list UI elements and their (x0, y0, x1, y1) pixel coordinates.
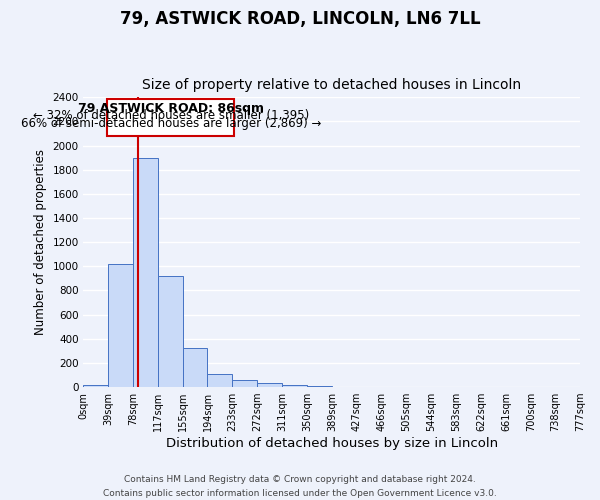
Bar (158, 276, 182, 387)
Title: Size of property relative to detached houses in Lincoln: Size of property relative to detached ho… (142, 78, 521, 92)
Bar (307, 386, 332, 387)
Bar (133, 158, 158, 387)
Text: ← 32% of detached houses are smaller (1,395): ← 32% of detached houses are smaller (1,… (32, 110, 309, 122)
Bar (232, 380, 257, 387)
Text: 66% of semi-detached houses are larger (2,869) →: 66% of semi-detached houses are larger (… (20, 118, 321, 130)
Bar (83, 384, 109, 387)
Text: Contains HM Land Registry data © Crown copyright and database right 2024.
Contai: Contains HM Land Registry data © Crown c… (103, 476, 497, 498)
Bar (182, 348, 208, 387)
Bar (208, 374, 232, 387)
X-axis label: Distribution of detached houses by size in Lincoln: Distribution of detached houses by size … (166, 437, 498, 450)
FancyBboxPatch shape (107, 98, 235, 136)
Y-axis label: Number of detached properties: Number of detached properties (34, 149, 47, 335)
Text: 79 ASTWICK ROAD: 86sqm: 79 ASTWICK ROAD: 86sqm (78, 102, 264, 115)
Bar (109, 264, 133, 387)
Text: 79, ASTWICK ROAD, LINCOLN, LN6 7LL: 79, ASTWICK ROAD, LINCOLN, LN6 7LL (119, 10, 481, 28)
Bar (282, 386, 307, 387)
Bar (257, 384, 282, 387)
